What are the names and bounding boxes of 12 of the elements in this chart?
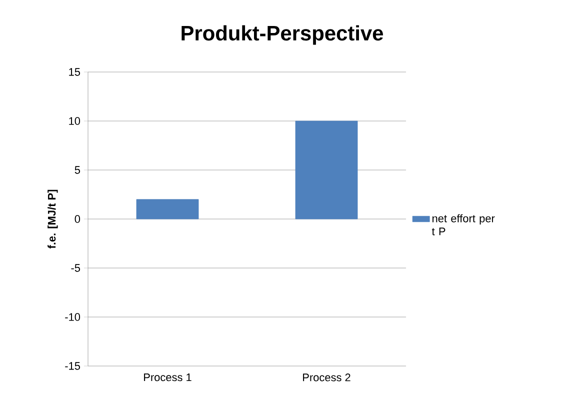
y-tick-label: 10 xyxy=(69,117,80,125)
y-tick-label: 15 xyxy=(69,68,80,76)
x-tick-label: Process 1 xyxy=(144,374,192,382)
y-tick-label: -10 xyxy=(65,313,80,321)
y-tick-label: -15 xyxy=(65,362,80,370)
y-axis-title: f.e. [MJ/t P] xyxy=(48,190,58,249)
chart-title: Produkt-Perspective xyxy=(182,25,384,45)
y-tick-label: -5 xyxy=(71,264,80,272)
legend-label: net effort per t P xyxy=(432,214,495,236)
x-tick-label: Process 2 xyxy=(303,374,350,382)
y-tick-label: 0 xyxy=(74,215,80,223)
y-tick-label: 5 xyxy=(74,166,80,174)
